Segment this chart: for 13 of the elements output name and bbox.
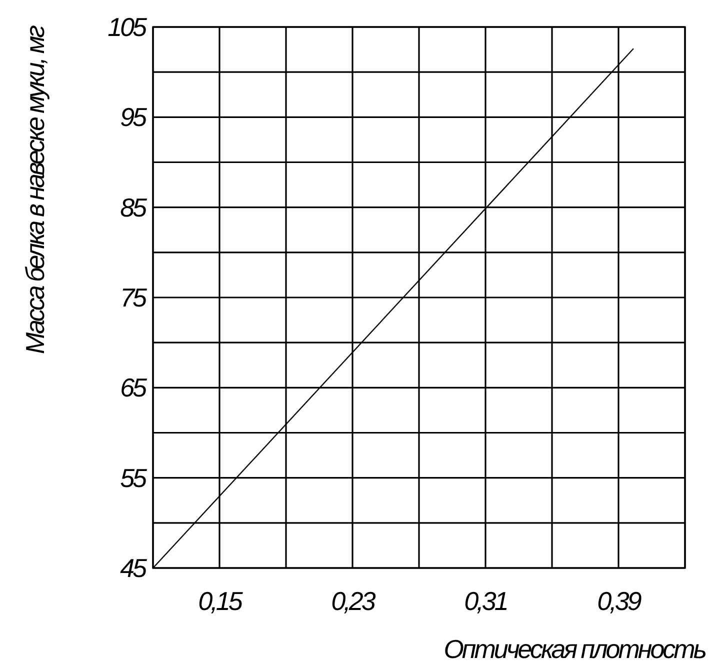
y-tick-label: 55 bbox=[120, 462, 148, 493]
y-axis-title: Масса белка в навеске муки, мг bbox=[20, 24, 50, 354]
y-tick-label: 45 bbox=[120, 553, 148, 583]
y-tick-label: 105 bbox=[108, 12, 148, 42]
y-tick-label: 85 bbox=[120, 192, 148, 222]
x-tick-label: 0,31 bbox=[464, 586, 508, 616]
y-tick-label: 95 bbox=[120, 102, 148, 132]
y-tick-label: 75 bbox=[120, 282, 148, 312]
x-tick-label: 0,23 bbox=[331, 586, 376, 616]
x-tick-label: 0,39 bbox=[597, 586, 642, 616]
x-axis-title: Оптическая плотность bbox=[444, 634, 706, 664]
x-tick-label: 0,15 bbox=[198, 586, 244, 616]
y-tick-label: 65 bbox=[120, 372, 148, 403]
